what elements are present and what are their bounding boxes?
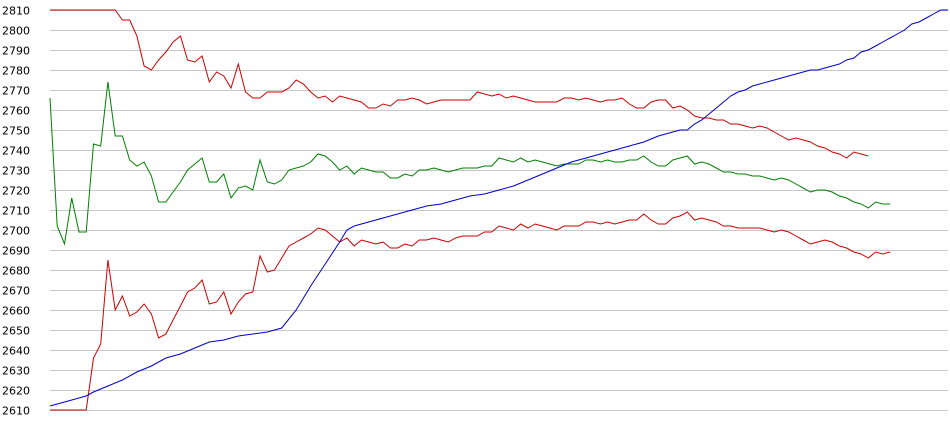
y-tick-label-2620: 2620 [2, 385, 30, 398]
y-tick-label-2640: 2640 [2, 345, 30, 358]
y-tick-label-2710: 2710 [2, 205, 30, 218]
y-tick-label-2670: 2670 [2, 285, 30, 298]
series-line-1 [50, 9, 869, 159]
y-tick-label-2660: 2660 [2, 305, 30, 318]
y-tick-label-2800: 2800 [2, 25, 30, 38]
y-tick-label-2730: 2730 [2, 165, 30, 178]
y-axis-tick-labels: 2610 2620 2630 2640 2650 2660 2670 2680 2690 2700… [2, 5, 30, 418]
y-tick-label-2750: 2750 [2, 125, 30, 138]
y-tick-label-2810: 2810 [2, 5, 30, 18]
gridlines [50, 10, 948, 411]
y-tick-label-2790: 2790 [2, 45, 30, 58]
y-tick-label-2700: 2700 [2, 225, 30, 238]
y-tick-label-2720: 2720 [2, 185, 30, 198]
y-tick-label-2760: 2760 [2, 105, 30, 118]
series-lines [49, 9, 948, 411]
y-tick-label-2740: 2740 [2, 145, 30, 158]
y-tick-label-2690: 2690 [2, 245, 30, 258]
y-tick-label-2650: 2650 [2, 325, 30, 338]
y-tick-label-2680: 2680 [2, 265, 30, 278]
y-tick-label-2770: 2770 [2, 85, 30, 98]
y-tick-label-2780: 2780 [2, 65, 30, 78]
series-line-4 [49, 9, 948, 407]
series-line-3 [50, 211, 891, 411]
series-line-2 [49, 81, 891, 246]
y-tick-label-2630: 2630 [2, 365, 30, 378]
y-tick-label-2610: 2610 [2, 405, 30, 418]
